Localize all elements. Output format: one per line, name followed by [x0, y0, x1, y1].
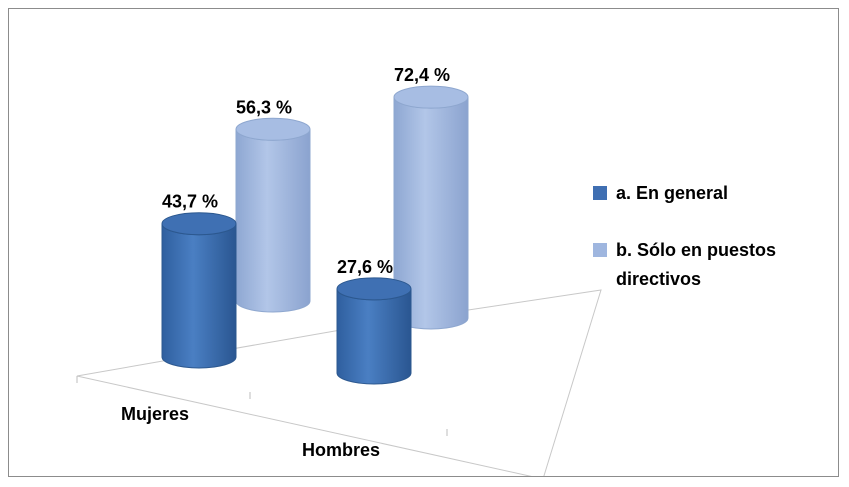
x-axis-tick-label-1: Mujeres [121, 404, 189, 424]
plot-floor [76, 289, 602, 476]
bar-hombres-series-1-top [336, 277, 412, 301]
bar-hombres-series-1-body [336, 288, 412, 385]
legend-swatch-directivos [593, 243, 607, 257]
bar-mujeres-series-1-data-label: 43,7 % [162, 192, 218, 212]
bar-hombres-series-2-top [393, 85, 469, 109]
bar-mujeres-series-2-top [235, 117, 311, 141]
chart-area: 56,3 % 43,7 % 72,4 % 27,6 % Mujeres Hombres [76, 65, 602, 476]
bar-mujeres-series-1 [161, 212, 237, 369]
legend-label-general: a. En general [616, 183, 729, 203]
legend-swatch-general [593, 186, 607, 200]
bar-hombres-series-2 [393, 85, 469, 330]
bar-hombres-series-2-data-label: 72,4 % [394, 65, 450, 85]
bar-hombres-series-1-data-label: 27,6 % [337, 257, 393, 277]
legend-item-general: a. En general [593, 179, 833, 208]
legend-item-directivos: b. Sólo en puestos directivos [593, 236, 833, 294]
legend-label-directivos: b. Sólo en puestos directivos [616, 240, 777, 289]
x-axis-tick-label-2: Hombres [302, 440, 380, 460]
bars-layer [161, 85, 469, 385]
bar-mujeres-series-2-data-label: 56,3 % [236, 97, 292, 117]
bar-mujeres-series-1-body [161, 223, 237, 369]
chart-legend: a. En general b. Sólo en puestos directi… [593, 179, 833, 322]
bar-hombres-series-1 [336, 277, 412, 385]
bar-mujeres-series-1-top [161, 212, 237, 236]
labels-layer: 56,3 % 43,7 % 72,4 % 27,6 % Mujeres Hombres [121, 65, 450, 460]
chart-frame: 56,3 % 43,7 % 72,4 % 27,6 % Mujeres Hombres a… [8, 8, 839, 477]
bar-mujeres-series-2 [235, 117, 311, 313]
bar-mujeres-series-2-body [235, 129, 311, 313]
